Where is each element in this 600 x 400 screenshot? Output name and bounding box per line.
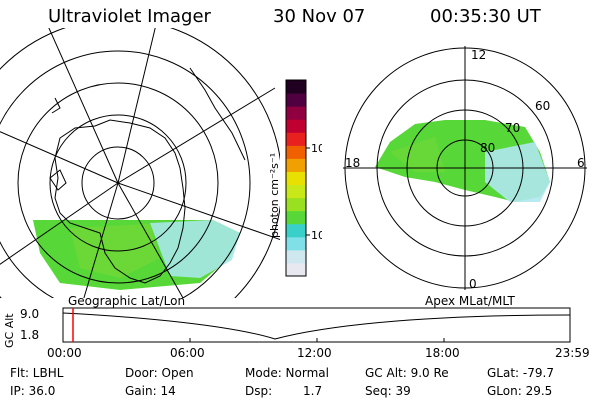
continent-outline [54, 119, 186, 284]
time-label: 00:35:30 UT [430, 6, 541, 27]
mlt-label-0: 0 [469, 277, 477, 291]
dsp-value: 1.7 [303, 384, 323, 398]
colorbar-block [286, 262, 306, 277]
lat-label-70: 70 [505, 121, 520, 135]
glat-status: GLat: -79.7 [487, 366, 554, 380]
colorbar-block [286, 119, 306, 133]
colorbar-block [286, 210, 306, 225]
colorbar-block [286, 223, 306, 238]
gain-status: Gain: 14 [125, 384, 176, 398]
colorbar: 100 10 photon cm⁻²s⁻¹ [268, 79, 322, 277]
colorbar-unit-label: photon cm⁻²s⁻¹ [268, 153, 281, 238]
mode-status: Mode: Normal [245, 366, 329, 380]
colorbar-block [286, 93, 306, 107]
alt-x-tick-2359: 23:59 [555, 346, 590, 360]
colorbar-block [286, 171, 306, 186]
colorbar-block [286, 158, 306, 172]
alt-y-tick-1-8: 1.8 [20, 328, 40, 342]
svg-text:GC Alt: GC Alt [3, 313, 16, 348]
colorbar-block [286, 145, 306, 159]
colorbar-block [286, 80, 306, 94]
alt-x-tick-0600: 06:00 [170, 346, 205, 360]
mlt-label-18: 18 [345, 156, 360, 170]
geographic-map [0, 28, 280, 298]
alt-y-tick-9: 9.0 [20, 307, 40, 321]
instrument-title: Ultraviolet Imager [48, 6, 211, 27]
lat-label-60: 60 [535, 99, 550, 113]
colorbar-block [286, 249, 306, 264]
right-map-label: Apex MLat/MLT [425, 294, 515, 308]
mlt-label-6: 6 [577, 156, 585, 170]
ip-status: IP: 36.0 [10, 384, 56, 398]
lat-label-80: 80 [480, 141, 495, 155]
magnetic-map: 12 18 6 0 60 70 80 [343, 46, 587, 291]
colorbar-block [286, 132, 306, 146]
altitude-plot [62, 307, 571, 343]
mlt-label-12: 12 [471, 48, 486, 62]
glon-status: GLon: 29.5 [487, 384, 553, 398]
gc-alt-status: GC Alt: 9.0 Re [365, 366, 449, 380]
alt-x-tick-1200: 12:00 [297, 346, 332, 360]
filter-status: Flt: LBHL [10, 366, 64, 380]
colorbar-tick-100: 100 [311, 142, 322, 155]
gc-alt-axis-label: GC Alt [2, 308, 16, 348]
altitude-curve [62, 312, 571, 340]
alt-x-tick-0000: 00:00 [47, 346, 82, 360]
colorbar-block [286, 106, 306, 120]
date-label: 30 Nov 07 [273, 6, 366, 27]
alt-x-tick-1800: 18:00 [425, 346, 460, 360]
colorbar-tick-10: 10 [311, 229, 322, 242]
seq-status: Seq: 39 [365, 384, 411, 398]
dsp-label: Dsp: [245, 384, 273, 398]
colorbar-block [286, 197, 306, 212]
left-map-label: Geographic Lat/Lon [68, 294, 186, 308]
colorbar-block [286, 184, 306, 199]
colorbar-block [286, 236, 306, 251]
door-status: Door: Open [125, 366, 194, 380]
